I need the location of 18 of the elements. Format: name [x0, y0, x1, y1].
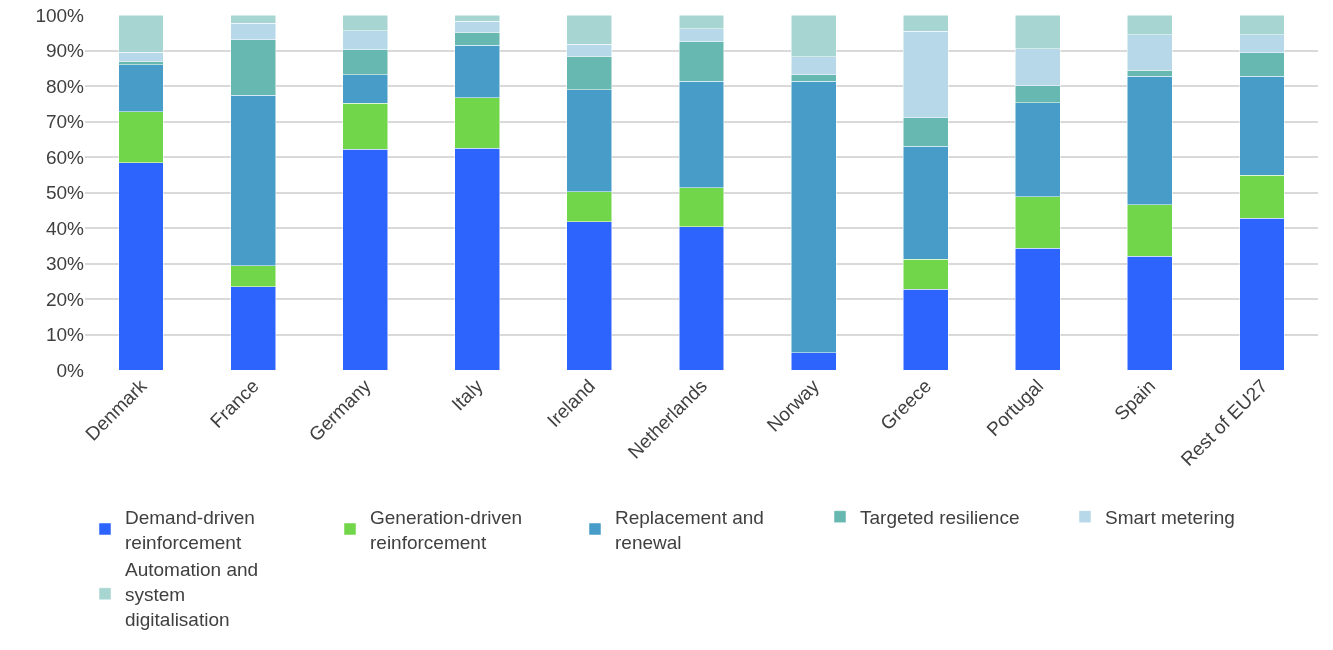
legend-label: Smart metering [1105, 507, 1235, 529]
legend-label: Demand-driven reinforcement [125, 507, 255, 553]
legend-label: Generation-driven reinforcement [370, 507, 523, 553]
legend-label: Replacement and renewal [615, 507, 764, 553]
y-tick-label: 100% [35, 4, 85, 26]
legend-label: Targeted resilience [860, 507, 1020, 529]
y-tick-label: 0% [56, 359, 85, 381]
y-tick-label: 20% [45, 288, 85, 310]
y-tick-label: 60% [45, 146, 85, 168]
y-tick-label: 10% [45, 324, 85, 346]
y-tick-label: 40% [45, 217, 85, 239]
y-tick-label: 90% [45, 40, 85, 62]
y-tick-label: 50% [45, 182, 85, 204]
legend-label: Automation and system digitalisation [125, 559, 259, 630]
x-tick-label: Italy [447, 374, 488, 415]
y-tick-label: 80% [45, 75, 85, 97]
y-tick-label: 70% [45, 111, 85, 133]
y-tick-label: 30% [45, 253, 85, 275]
